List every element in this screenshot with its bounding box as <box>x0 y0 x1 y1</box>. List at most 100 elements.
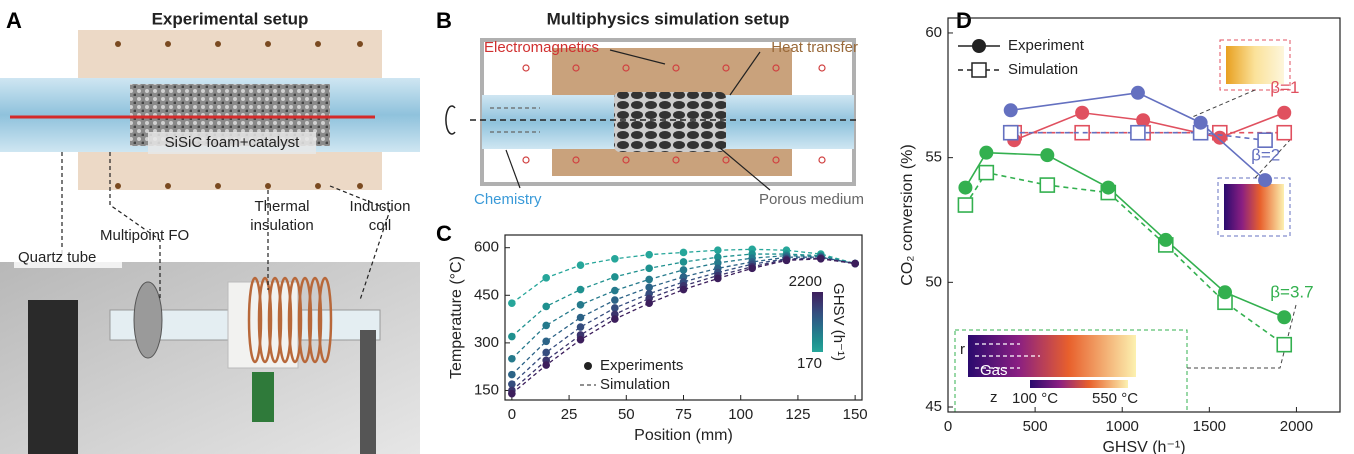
experiment-point <box>679 248 688 257</box>
legend-marker <box>584 362 592 370</box>
coil-circles <box>522 64 826 164</box>
flow-arrows <box>490 107 540 133</box>
experiment-point <box>508 354 516 363</box>
experiment-point <box>645 275 653 284</box>
experiment-point <box>1101 180 1116 195</box>
experiment-point <box>958 180 973 195</box>
colorbar-min: 170 <box>797 355 822 372</box>
experiment-point <box>714 253 722 262</box>
y-axis-title: Temperature (°C) <box>448 256 465 379</box>
x-tick-label: 500 <box>1023 418 1048 435</box>
experiment-point <box>576 313 585 322</box>
panel-letter: B <box>436 8 452 33</box>
series-line <box>511 258 856 395</box>
experiment-point <box>611 304 619 312</box>
experiment-point <box>817 254 825 263</box>
experiment-point <box>542 302 550 311</box>
experiment-point <box>611 315 619 323</box>
experiment-point <box>645 264 653 273</box>
series-label: β=2 <box>1251 146 1280 165</box>
em-label: Electromagnetics <box>484 39 599 56</box>
porous-medium <box>614 92 726 152</box>
inset-colorbar <box>1030 380 1128 388</box>
x-tick-label: 50 <box>618 406 635 423</box>
panel-title: Multiphysics simulation setup <box>547 9 790 28</box>
inset-z: z <box>990 389 998 406</box>
inset-frame <box>1217 177 1291 237</box>
photo-objects <box>28 276 381 454</box>
experiment-point <box>1218 285 1233 300</box>
x-tick-label: 2000 <box>1280 418 1313 435</box>
experiment-point <box>508 380 516 388</box>
simulation-point <box>1257 132 1273 148</box>
colorbar-title: GHSV (h⁻¹) <box>830 283 847 361</box>
experiment-point <box>645 283 653 292</box>
experiment-point <box>1003 103 1018 118</box>
experiment-point <box>645 299 653 308</box>
experiment-point <box>714 259 722 267</box>
simulation-point <box>1130 124 1146 141</box>
colorbar <box>812 292 823 352</box>
experiment-line <box>1010 91 1266 181</box>
experiment-point <box>508 370 516 379</box>
inset-arrows <box>975 343 1040 369</box>
label-bg <box>148 132 316 154</box>
heat-label: Heat transfer <box>771 39 858 56</box>
experiment-point <box>979 145 994 160</box>
simulation-point <box>1002 124 1019 141</box>
sample-label: SiSiC foam+catalyst <box>165 134 300 151</box>
y-tick-label: 450 <box>474 286 499 303</box>
simulation-point <box>1276 124 1293 141</box>
x-tick-label: 25 <box>561 406 578 423</box>
experiment-point <box>508 332 516 341</box>
legend-label: Simulation <box>1008 61 1078 78</box>
experiment-point <box>576 301 585 309</box>
inset-connectors <box>1187 89 1297 369</box>
x-axis-title: GHSV (h⁻¹) <box>1102 439 1185 454</box>
x-tick-label: 75 <box>675 406 692 423</box>
experiment-point <box>611 296 619 304</box>
x-tick-label: 1500 <box>1193 418 1226 435</box>
y-tick-label: 50 <box>925 273 942 290</box>
label-bg <box>14 248 122 268</box>
series-label: β=3.7 <box>1270 283 1313 302</box>
experiment-point <box>714 274 722 283</box>
experiment-point <box>542 348 550 357</box>
x-tick-label: 100 <box>728 406 753 423</box>
experiment-point <box>645 250 653 259</box>
y-tick-label: 300 <box>474 334 499 351</box>
experiment-point <box>1136 113 1151 128</box>
panel-letter: D <box>956 8 972 33</box>
experiment-point <box>679 266 688 274</box>
legend-marker <box>972 39 986 53</box>
simulation-point <box>1039 177 1056 193</box>
panel-a: A Experimental setup SiSiC foam+catalyst <box>0 8 420 454</box>
y-tick-label: 55 <box>925 149 942 166</box>
experiment-point <box>611 286 619 295</box>
y-tick-label: 60 <box>925 24 942 41</box>
y-axis-title: CO₂ conversion (%) <box>899 144 916 285</box>
experiment-point <box>542 274 550 282</box>
chem-label: Chemistry <box>474 191 542 208</box>
x-axis-title: Position (mm) <box>634 427 733 444</box>
legend-label: Experiments <box>600 357 683 374</box>
series-label: β=1 <box>1270 78 1299 97</box>
experiment-point <box>679 258 688 266</box>
porous-label: Porous medium <box>759 191 864 208</box>
experiment-point <box>611 254 619 263</box>
experiment-point <box>1277 105 1292 120</box>
experiment-point <box>542 361 550 369</box>
experiment-point <box>679 285 688 294</box>
x-tick-label: 0 <box>508 406 516 423</box>
simulation-point <box>1276 336 1293 353</box>
experiment-point <box>1212 130 1227 145</box>
experiment-point <box>782 256 791 265</box>
inset-r: r <box>960 341 965 358</box>
experiment-point <box>1075 105 1090 120</box>
quartz-label: Quartz tube <box>18 249 96 266</box>
experiment-point <box>508 299 516 308</box>
inset-map <box>1226 46 1284 84</box>
legend-label: Simulation <box>600 376 670 393</box>
experiment-point <box>1193 115 1208 130</box>
coil-dots <box>115 41 363 189</box>
